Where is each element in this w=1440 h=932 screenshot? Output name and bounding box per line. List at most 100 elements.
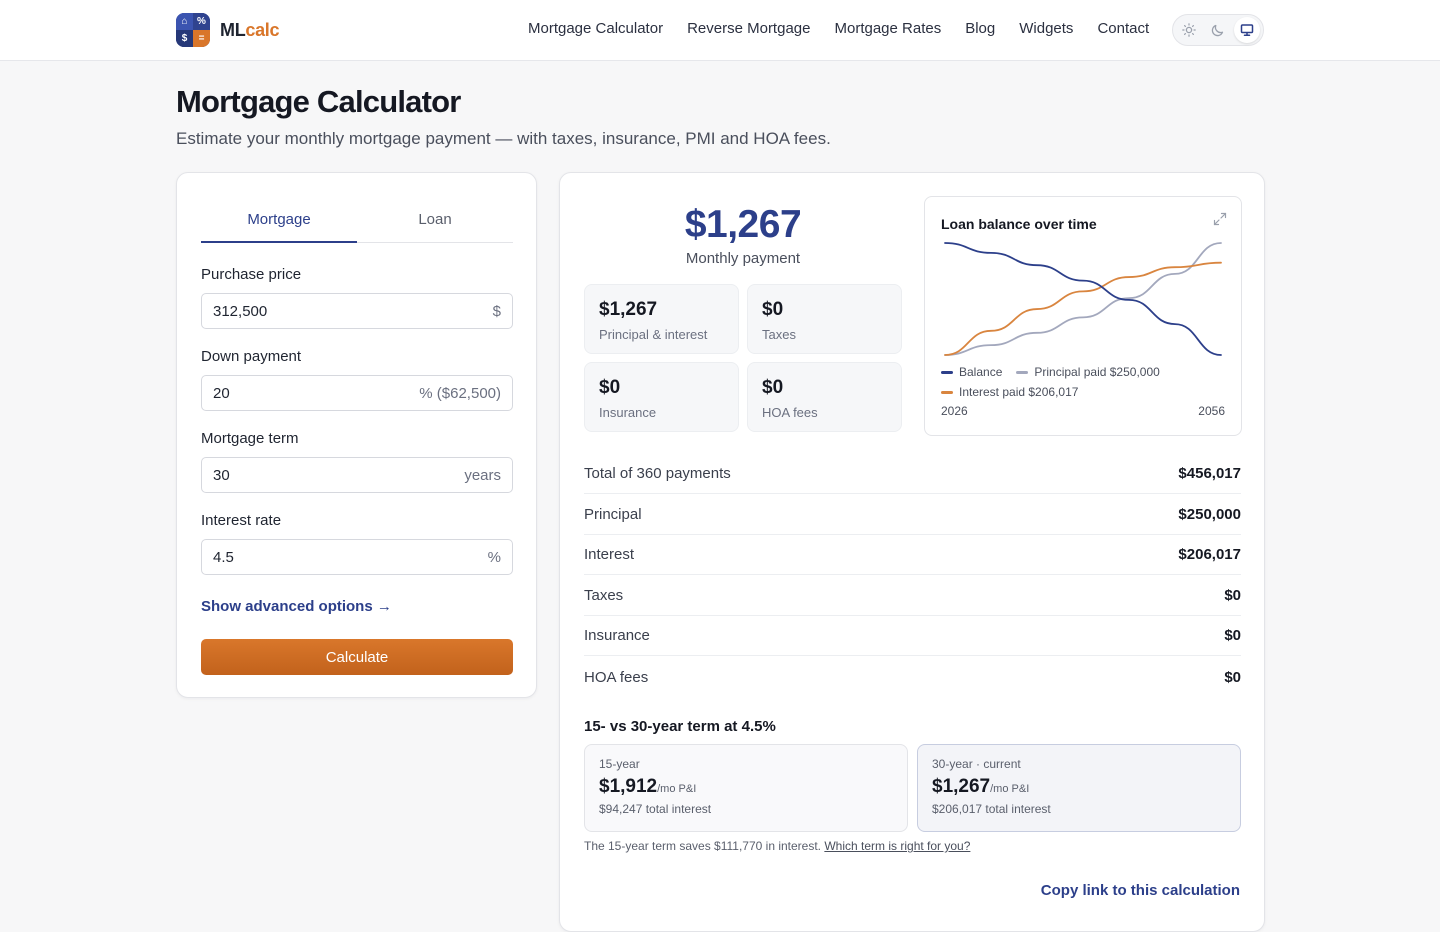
theme-toggle: [1172, 14, 1264, 46]
nav-blog[interactable]: Blog: [965, 20, 996, 37]
copy-link-button[interactable]: Copy link to this calculation: [1040, 882, 1240, 899]
mortgage-term-label: Mortgage term: [201, 430, 299, 447]
nav-widgets[interactable]: Widgets: [1019, 20, 1074, 37]
taxes-stat: $0 Taxes: [747, 284, 902, 354]
tab-loan[interactable]: Loan: [418, 211, 452, 228]
down-payment-input[interactable]: [213, 384, 393, 402]
legend-interest-paid: Interest paid $206,017: [941, 385, 1078, 399]
legend-label: Balance: [959, 365, 1003, 379]
compare-15-year[interactable]: 15-year $1,912/mo P&I $94,247 total inte…: [584, 744, 908, 832]
moon-icon[interactable]: [1205, 17, 1231, 43]
series-line-balance: [944, 242, 1222, 356]
summary-value: $206,017: [1178, 546, 1241, 563]
expand-icon[interactable]: [1213, 212, 1227, 226]
stat-value: $0: [762, 299, 784, 320]
summary-row-total-payments: Total of 360 payments $456,017: [584, 454, 1241, 494]
purchase-price-label: Purchase price: [201, 266, 302, 283]
stat-value: $0: [762, 377, 784, 398]
compare-unit: /mo P&I: [990, 783, 1030, 795]
logo-equals-glyph: =: [193, 30, 210, 47]
summary-row-taxes: Taxes $0: [584, 576, 1241, 616]
logo-percent-glyph: %: [193, 13, 210, 30]
logo-house-glyph: ⌂: [176, 13, 193, 30]
summary-value: $250,000: [1178, 506, 1241, 523]
chart-legend-row-1: Balance Principal paid $250,000: [941, 365, 1160, 379]
legend-swatch-interest: [941, 390, 953, 394]
term-comparison-title: 15- vs 30-year term at 4.5%: [584, 718, 776, 735]
compare-heading: 30-year · current: [932, 757, 1021, 771]
monthly-payment-label: Monthly payment: [685, 250, 801, 267]
mortgage-term-input[interactable]: [213, 466, 393, 484]
compare-unit: /mo P&I: [657, 783, 697, 795]
summary-row-insurance: Insurance $0: [584, 616, 1241, 656]
monthly-payment-value: $1,267: [684, 203, 802, 246]
stat-label: Taxes: [762, 327, 796, 342]
summary-value: $0: [1224, 668, 1241, 686]
compare-30-year-current[interactable]: 30-year · current $1,267/mo P&I $206,017…: [917, 744, 1241, 832]
down-payment-suffix: % ($62,500): [419, 384, 501, 402]
chart-title: Loan balance over time: [941, 216, 1097, 232]
nav-mortgage-calculator[interactable]: Mortgage Calculator: [528, 20, 664, 37]
compare-amount-row: $1,912/mo P&I: [599, 776, 893, 798]
insurance-stat: $0 Insurance: [584, 362, 739, 432]
nav-mortgage-rates[interactable]: Mortgage Rates: [834, 20, 942, 37]
summary-value: $456,017: [1178, 465, 1241, 482]
top-navbar: ⌂ % $ = MLcalc Mortgage Calculator Rever…: [0, 0, 1440, 61]
logo-calc: calc: [245, 19, 280, 40]
logo-wordmark: MLcalc: [220, 19, 280, 41]
nav-contact[interactable]: Contact: [1097, 20, 1150, 37]
main-nav: Mortgage Calculator Reverse Mortgage Mor…: [528, 20, 1149, 37]
hoa-fees-stat: $0 HOA fees: [747, 362, 902, 432]
sun-icon[interactable]: [1176, 17, 1202, 43]
logo-ml: ML: [220, 19, 246, 40]
principal-interest-stat: $1,267 Principal & interest: [584, 284, 739, 354]
monitor-icon[interactable]: [1234, 17, 1260, 43]
mortgage-term-field: years: [201, 457, 513, 493]
legend-label: Interest paid $206,017: [959, 385, 1079, 399]
stat-label: Principal & interest: [599, 327, 708, 342]
show-advanced-options-link[interactable]: Show advanced options →: [201, 598, 392, 615]
stat-value: $0: [599, 377, 621, 398]
series-line-principal: [944, 242, 1222, 356]
calculator-logo-icon: ⌂ % $ =: [176, 13, 210, 47]
interest-rate-input[interactable]: [213, 548, 393, 566]
calculate-button[interactable]: Calculate: [201, 639, 513, 675]
series-line-interest: [944, 261, 1222, 356]
summary-row-interest: Interest $206,017: [584, 535, 1241, 575]
compare-heading: 15-year: [599, 757, 640, 771]
compare-amount: $1,912: [599, 776, 658, 797]
compare-total-interest: $94,247 total interest: [599, 802, 712, 816]
x-tick-start: 2026: [941, 404, 968, 418]
results-card: $1,267 Monthly payment $1,267 Principal …: [559, 172, 1265, 932]
summary-label: HOA fees: [584, 668, 649, 686]
stat-label: Insurance: [599, 405, 657, 420]
summary-label: Principal: [584, 506, 642, 523]
summary-value: $0: [1224, 627, 1241, 644]
chart-legend-row-2: Interest paid $206,017: [941, 385, 1078, 399]
purchase-price-field: $: [201, 293, 513, 329]
which-term-link[interactable]: Which term is right for you?: [824, 839, 971, 853]
tab-mortgage[interactable]: Mortgage: [201, 197, 357, 243]
compare-total-interest: $206,017 total interest: [932, 802, 1051, 816]
compare-amount-row: $1,267/mo P&I: [932, 776, 1226, 798]
purchase-price-suffix: $: [492, 302, 501, 320]
interest-rate-label: Interest rate: [201, 512, 282, 529]
down-payment-field: % ($62,500): [201, 375, 513, 411]
mortgage-term-suffix: years: [464, 466, 501, 484]
loan-balance-chart: [944, 242, 1222, 356]
purchase-price-input[interactable]: [213, 302, 393, 320]
site-logo[interactable]: ⌂ % $ = MLcalc: [176, 13, 280, 47]
page-title: Mortgage Calculator: [176, 84, 461, 119]
legend-principal-paid: Principal paid $250,000: [1016, 365, 1160, 379]
loan-balance-chart-card: Loan balance over time Balance Principal…: [924, 196, 1242, 436]
nav-reverse-mortgage[interactable]: Reverse Mortgage: [687, 20, 811, 37]
term-savings-note: The 15-year term saves $111,770 in inter…: [584, 839, 970, 853]
summary-row-hoa-fees: HOA fees $0: [584, 657, 1241, 697]
summary-row-principal: Principal $250,000: [584, 495, 1241, 535]
interest-rate-field: %: [201, 539, 513, 575]
legend-swatch-balance: [941, 370, 953, 374]
legend-balance: Balance: [941, 365, 1002, 379]
summary-label: Insurance: [584, 627, 650, 644]
legend-label: Principal paid $250,000: [1034, 365, 1160, 379]
calculator-form-card: Mortgage Loan Purchase price $ Down paym…: [176, 172, 537, 698]
